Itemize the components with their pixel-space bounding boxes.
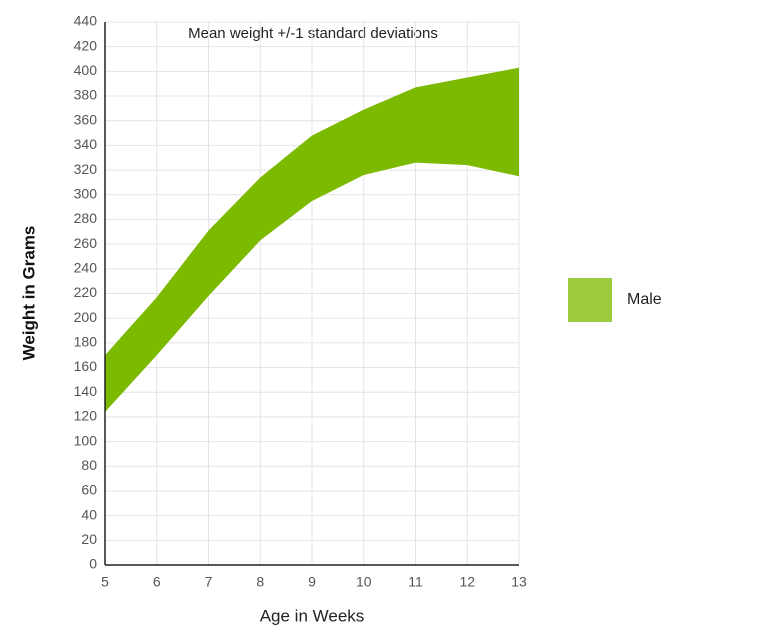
y-tick-label: 260 <box>74 235 98 251</box>
x-axis-label: Age in Weeks <box>260 606 365 625</box>
x-tick-label: 6 <box>153 574 161 590</box>
y-tick-label: 140 <box>74 383 98 399</box>
x-tick-label: 8 <box>256 574 264 590</box>
y-tick-label: 0 <box>89 556 97 572</box>
y-tick-label: 360 <box>74 111 98 127</box>
y-tick-label: 340 <box>74 136 98 152</box>
legend-swatch <box>568 278 612 322</box>
y-tick-label: 180 <box>74 334 98 350</box>
x-tick-label: 10 <box>356 574 372 590</box>
y-tick-label: 160 <box>74 358 98 374</box>
x-tick-label: 7 <box>205 574 213 590</box>
y-tick-label: 120 <box>74 408 98 424</box>
y-tick-label: 200 <box>74 309 98 325</box>
x-tick-label: 11 <box>408 574 423 590</box>
chart-title: Mean weight +/-1 standard deviations <box>188 25 438 42</box>
range-band <box>105 67 519 412</box>
x-tick-label: 5 <box>101 574 109 590</box>
y-tick-label: 100 <box>74 432 98 448</box>
y-tick-label: 280 <box>74 210 98 226</box>
y-tick-label: 40 <box>81 506 97 522</box>
y-tick-label: 80 <box>81 457 97 473</box>
x-tick-label: 13 <box>511 574 527 590</box>
y-tick-label: 300 <box>74 185 98 201</box>
y-axis-label: Weight in Grams <box>19 226 38 361</box>
y-tick-label: 320 <box>74 161 98 177</box>
y-tick-label: 400 <box>74 62 98 78</box>
y-tick-label: 60 <box>81 482 97 498</box>
legend-label: Male <box>627 291 662 308</box>
x-tick-label: 12 <box>459 574 475 590</box>
x-tick-label: 9 <box>308 574 316 590</box>
y-tick-label: 220 <box>74 284 98 300</box>
y-tick-label: 380 <box>74 87 98 103</box>
y-tick-label: 440 <box>74 13 98 29</box>
y-tick-label: 420 <box>74 37 98 53</box>
y-tick-label: 20 <box>81 531 97 547</box>
y-tick-label: 240 <box>74 260 98 276</box>
